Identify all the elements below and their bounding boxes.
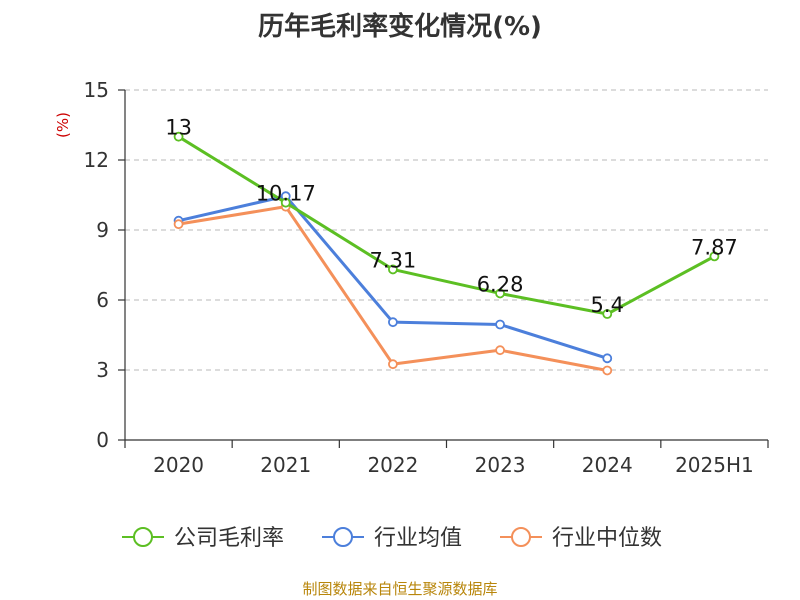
data-label: 7.31 [370,248,417,272]
data-point[interactable] [602,365,613,376]
x-tick-label: 2024 [582,453,633,477]
y-axis-unit-label: (%) [54,112,72,138]
source-note: 制图数据来自恒生聚源数据库 [302,580,498,598]
series-line [178,205,608,372]
series-line [177,135,716,316]
data-point[interactable] [388,317,398,328]
data-point[interactable] [388,359,398,370]
y-tick-label: 12 [84,148,109,172]
data-point[interactable] [495,319,505,330]
legend-marker[interactable] [333,527,353,547]
axes: 0 3 6 9 12 15 2020 2021 2022 2023 2024 2025H1 (%) [54,78,769,477]
y-tick-label: 15 [84,78,109,102]
legend-label[interactable]: 行业中位数 [552,526,662,551]
x-tick-label: 2020 [153,453,204,477]
data-point[interactable] [602,309,613,319]
x-tick-label: 2022 [367,453,418,477]
legend-label[interactable]: 公司毛利率 [174,526,284,551]
data-point[interactable] [280,197,291,208]
y-tick-label: 9 [96,218,109,242]
data-labels: 13 10.17 7.31 6.28 5.4 7.87 [165,116,738,317]
data-point[interactable] [709,251,720,262]
x-tick-label: 2023 [475,453,526,477]
data-point[interactable] [388,264,398,275]
grid-lines [125,89,768,371]
data-point[interactable] [495,345,505,356]
series-line [178,194,608,360]
data-label: 7.87 [691,235,738,259]
y-tick-label: 0 [96,428,109,452]
data-point[interactable] [173,219,184,230]
chart-title: 历年毛利率变化情况(%) [258,12,542,42]
data-point[interactable] [173,131,184,142]
x-tick-label: 2021 [260,453,311,477]
y-tick-label: 6 [96,288,109,312]
x-tick-label: 2025H1 [675,453,754,477]
y-tick-label: 3 [96,358,109,382]
legend-label[interactable]: 行业均值 [374,526,462,551]
series-layer [173,131,720,376]
legend-marker[interactable] [133,527,153,547]
legend[interactable]: 公司毛利率 行业均值 行业中位数 [122,526,662,551]
data-label: 5.4 [591,293,624,317]
data-point[interactable] [602,353,613,364]
data-label: 10.17 [256,182,316,206]
legend-marker[interactable] [511,527,531,547]
data-label: 6.28 [477,272,524,296]
data-point[interactable] [495,288,505,299]
data-label: 13 [165,116,192,140]
